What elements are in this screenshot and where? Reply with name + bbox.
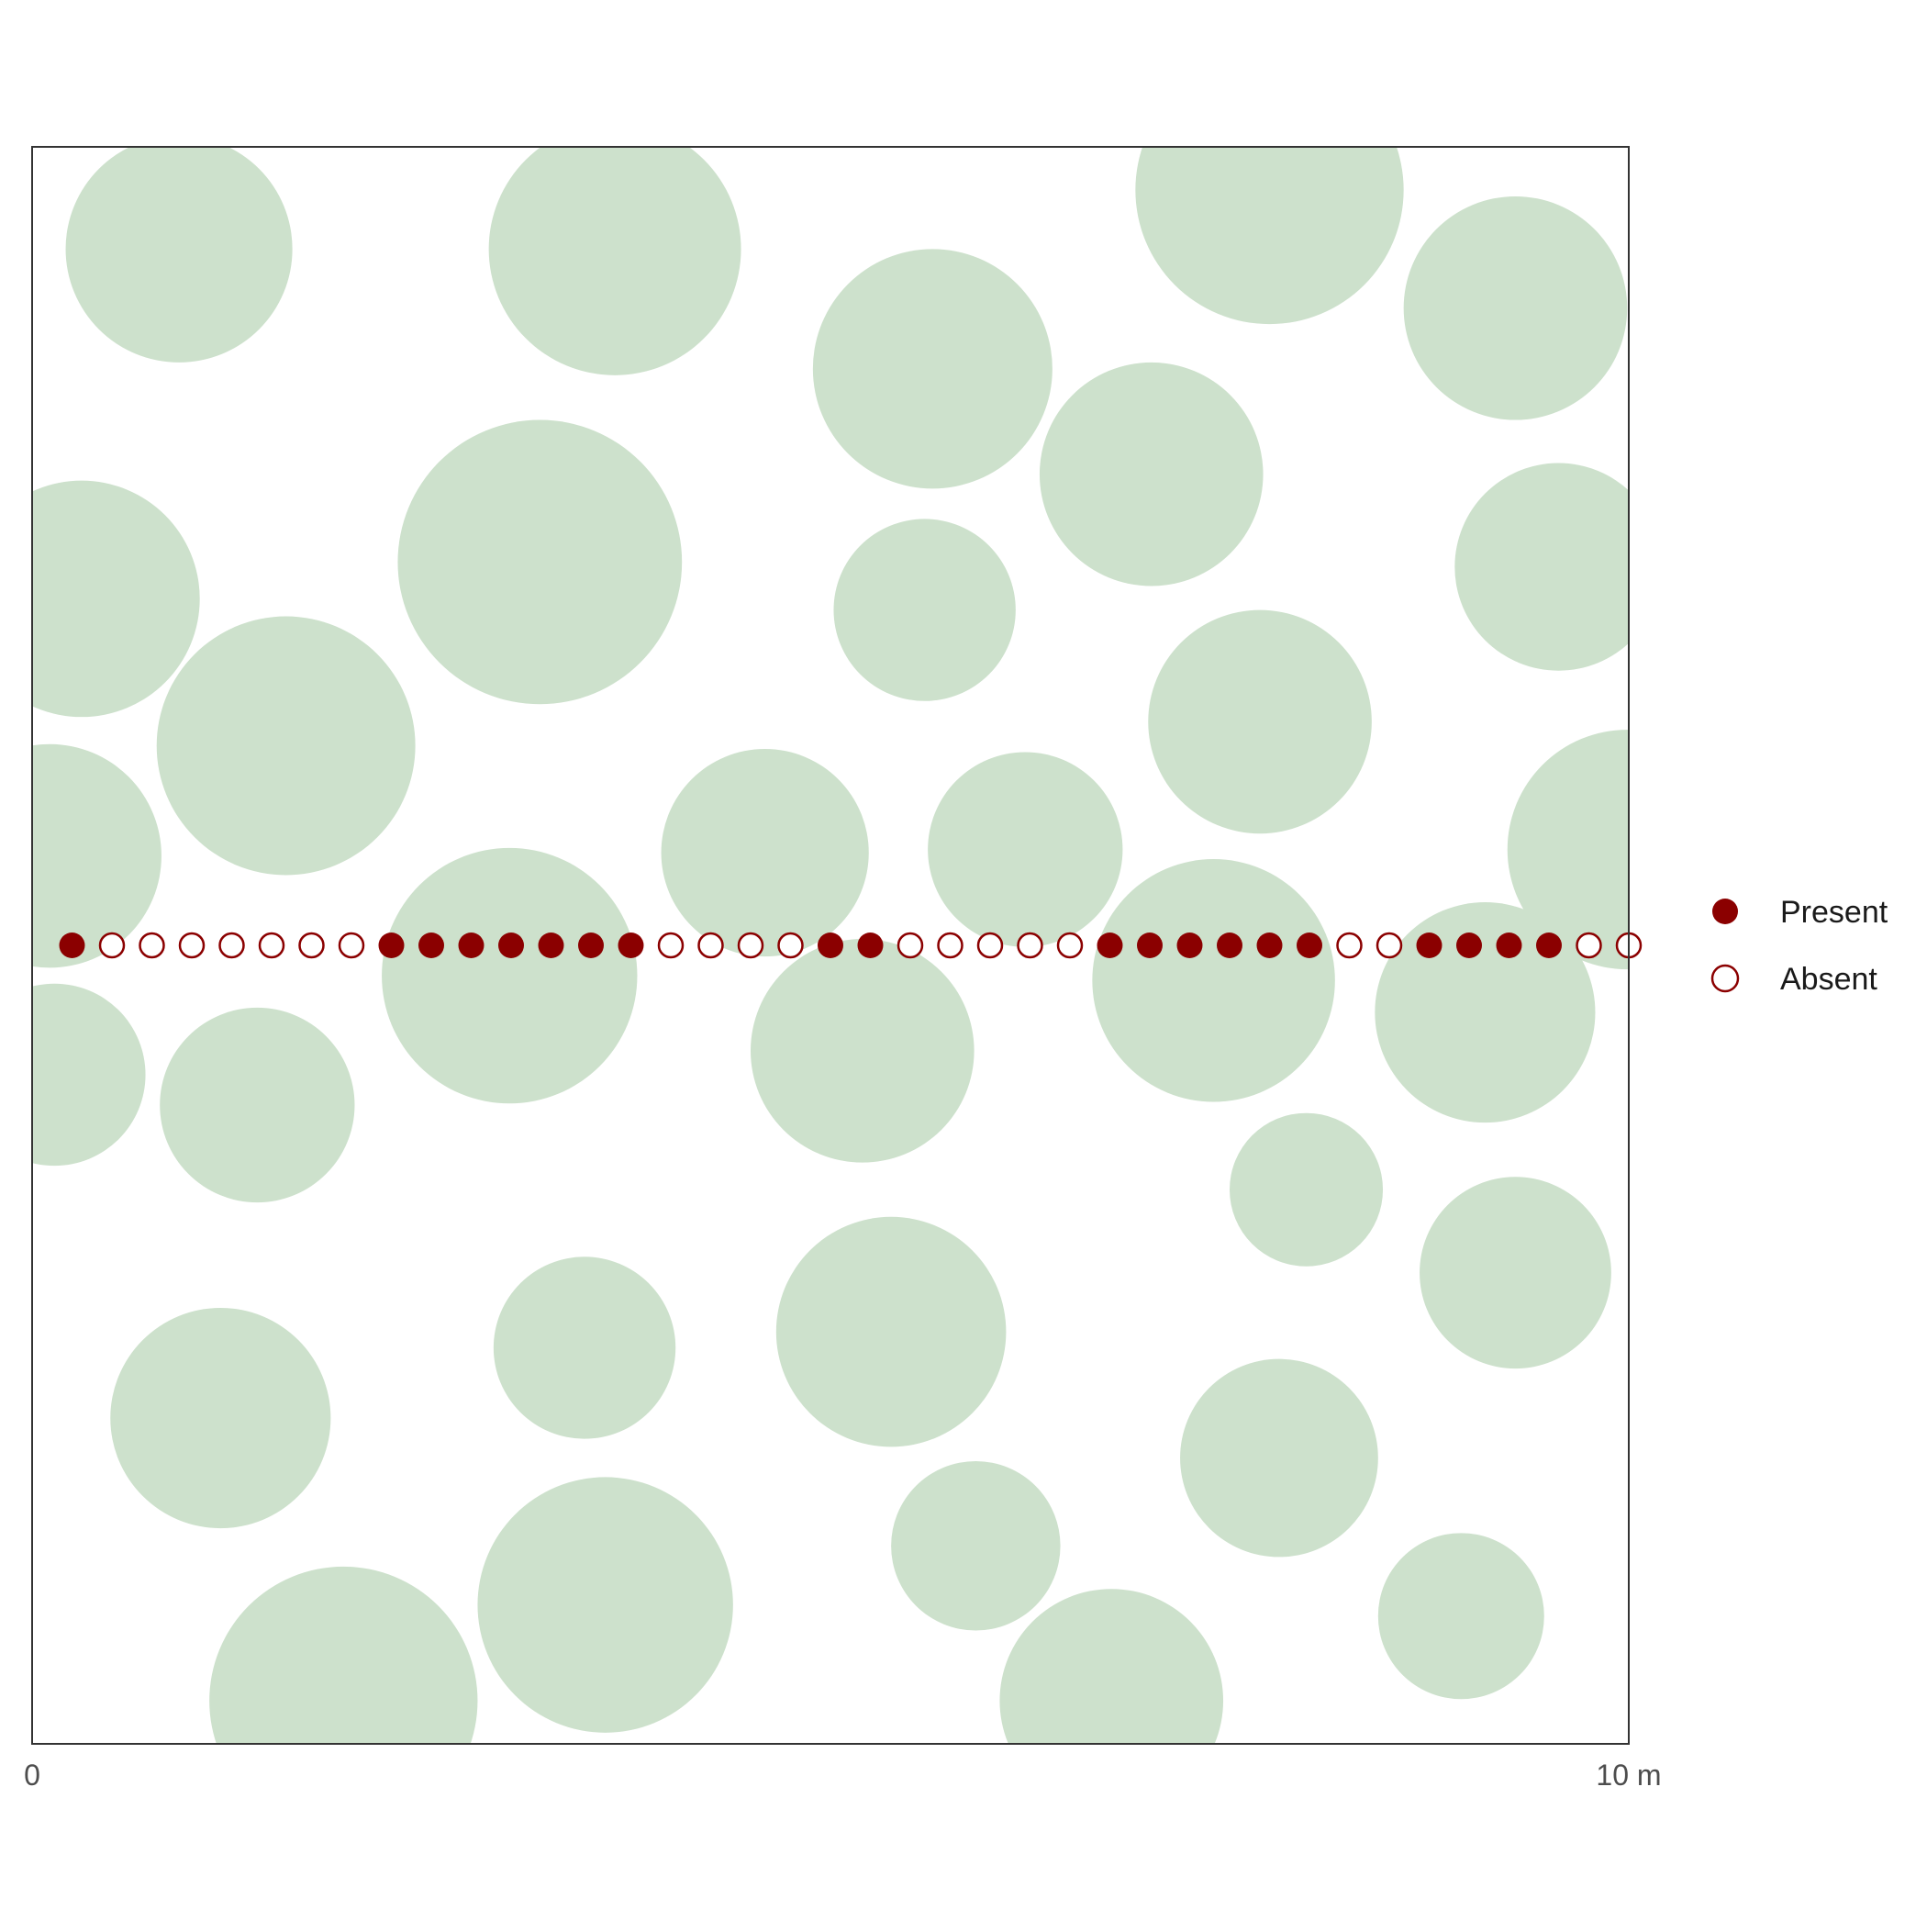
absent-point-25 xyxy=(1017,932,1043,959)
absent-point-19 xyxy=(777,932,804,959)
present-point-11 xyxy=(458,932,485,958)
absent-point-34 xyxy=(1376,932,1403,959)
canopy-circle-28 xyxy=(1180,1358,1378,1558)
canopy-circle-14 xyxy=(661,748,869,957)
legend-present-label: Present xyxy=(1780,895,1888,930)
absent-point-33 xyxy=(1336,932,1363,959)
canopy-circle-5 xyxy=(1403,195,1628,420)
canopy-circle-11 xyxy=(156,616,416,876)
present-point-1 xyxy=(59,932,85,958)
canopy-circle-3 xyxy=(812,249,1053,489)
canopy-circle-27 xyxy=(110,1307,331,1529)
canopy-circle-4 xyxy=(1135,147,1404,325)
canopy-circle-1 xyxy=(65,147,293,363)
canopy-circle-10 xyxy=(1454,463,1629,671)
canopy-circle-24 xyxy=(1420,1177,1611,1369)
canopy-circle-30 xyxy=(477,1477,733,1733)
present-point-32 xyxy=(1297,932,1322,958)
legend-absent-label: Absent xyxy=(1780,962,1877,997)
canopy-circle-16 xyxy=(1507,730,1629,970)
present-point-35 xyxy=(1416,932,1442,958)
canopy-circle-13 xyxy=(32,743,162,968)
present-point-28 xyxy=(1137,932,1163,958)
canopy-circle-23 xyxy=(1230,1112,1384,1267)
canopy-circle-6 xyxy=(32,480,200,718)
x-tick-label-end: 10 m xyxy=(1596,1759,1661,1792)
canopy-circle-26 xyxy=(493,1256,676,1439)
absent-point-18 xyxy=(737,932,764,959)
present-point-37 xyxy=(1496,932,1522,958)
absent-point-4 xyxy=(178,932,206,959)
present-point-9 xyxy=(378,932,405,958)
absent-point-26 xyxy=(1056,932,1084,959)
canopy-circle-32 xyxy=(209,1566,478,1744)
canopy-circle-2 xyxy=(488,147,741,375)
absent-point-17 xyxy=(697,932,724,959)
present-point-10 xyxy=(418,932,444,958)
present-point-29 xyxy=(1176,932,1203,958)
canopy-circle-29 xyxy=(891,1461,1061,1631)
present-point-15 xyxy=(618,932,644,958)
absent-point-39 xyxy=(1576,932,1602,959)
present-point-12 xyxy=(498,932,524,958)
absent-point-7 xyxy=(298,932,325,959)
legend-absent-marker xyxy=(1710,964,1740,993)
canopy-circle-8 xyxy=(1039,362,1264,586)
present-point-30 xyxy=(1217,932,1242,958)
canopy-circle-21 xyxy=(160,1007,355,1203)
present-point-13 xyxy=(538,932,564,958)
canopy-layer xyxy=(32,147,1629,1744)
absent-point-6 xyxy=(258,932,285,959)
canopy-circle-22 xyxy=(751,939,975,1163)
absent-point-8 xyxy=(338,932,365,959)
absent-point-24 xyxy=(976,932,1004,959)
present-point-27 xyxy=(1097,932,1123,958)
present-point-14 xyxy=(578,932,604,958)
absent-point-16 xyxy=(657,932,685,959)
canopy-circle-12 xyxy=(1148,609,1372,834)
canopy-circle-7 xyxy=(397,419,683,705)
present-point-20 xyxy=(818,932,843,958)
present-point-31 xyxy=(1256,932,1283,958)
canopy-circle-18 xyxy=(1092,859,1335,1102)
present-point-38 xyxy=(1536,932,1562,958)
present-point-36 xyxy=(1456,932,1482,958)
canopy-circle-17 xyxy=(382,847,638,1104)
absent-point-3 xyxy=(139,932,165,959)
legend-present-marker xyxy=(1712,899,1738,924)
canopy-circle-33 xyxy=(999,1589,1224,1744)
x-axis: 0 10 m xyxy=(24,1759,1661,1792)
canopy-circle-19 xyxy=(1375,902,1596,1123)
canopy-circle-31 xyxy=(1377,1533,1544,1700)
absent-point-2 xyxy=(98,932,126,959)
canopy-circle-9 xyxy=(833,519,1016,701)
plot-frame xyxy=(31,146,1630,1745)
canopy-circle-25 xyxy=(775,1216,1007,1447)
present-point-21 xyxy=(857,932,884,958)
x-tick-label-start: 0 xyxy=(24,1759,40,1792)
canopy-circle-20 xyxy=(32,983,146,1167)
absent-point-23 xyxy=(937,932,964,959)
absent-point-5 xyxy=(218,932,245,959)
legend: Present Absent xyxy=(1710,895,1888,997)
canopy-circle-15 xyxy=(928,752,1123,947)
absent-point-22 xyxy=(897,932,924,959)
